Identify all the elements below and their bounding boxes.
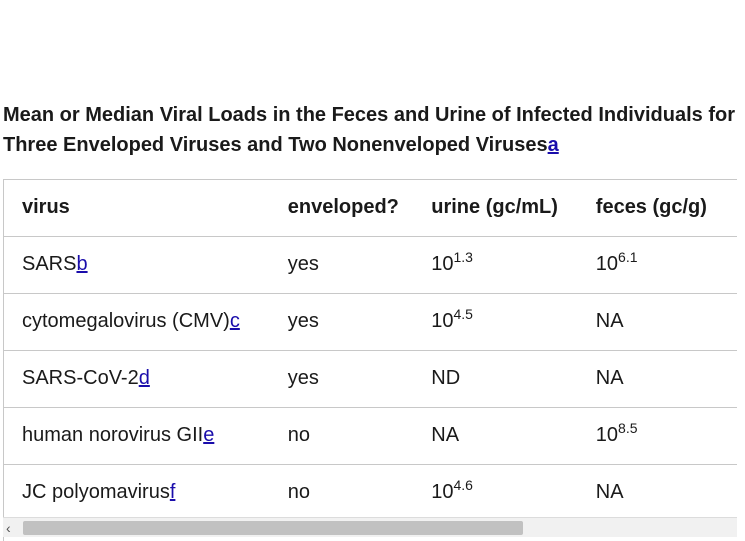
feces-cell: 106.1: [577, 236, 737, 294]
footnote-link-a[interactable]: a: [547, 134, 559, 156]
enveloped-cell: yes: [269, 236, 414, 294]
urine-cell: 104.6: [413, 464, 578, 522]
urine-cell: 101.3: [413, 236, 578, 294]
enveloped-cell: no: [269, 407, 414, 465]
urine-cell: 104.5: [413, 293, 578, 351]
virus-cell: SARS-CoV-2d: [4, 350, 270, 408]
table-row: cytomegalovirus (CMV)c yes 104.5 NA: [4, 293, 737, 351]
table-row: human norovirus GIIe no NA 108.5: [4, 407, 737, 465]
feces-cell: NA: [577, 350, 737, 408]
enveloped-cell: yes: [269, 350, 414, 408]
table-row: SARSb yes 101.3 106.1: [4, 236, 737, 294]
header-virus: virus: [4, 180, 270, 237]
header-urine: urine (gc/mL): [413, 180, 578, 237]
horizontal-scrollbar[interactable]: ‹: [3, 517, 737, 537]
urine-cell: NA: [413, 407, 578, 465]
footnote-link[interactable]: c: [229, 310, 240, 332]
virus-cell: cytomegalovirus (CMV)c: [4, 293, 270, 351]
virus-cell: SARSb: [4, 236, 270, 294]
header-enveloped: enveloped?: [269, 180, 414, 237]
table-container[interactable]: virus enveloped? urine (gc/mL) feces (gc…: [3, 179, 737, 541]
footnote-link[interactable]: f: [169, 481, 176, 503]
scroll-left-arrow-icon[interactable]: ‹: [6, 520, 11, 536]
virus-cell: human norovirus GIIe: [4, 407, 270, 465]
header-feces: feces (gc/g): [577, 180, 737, 237]
table-caption: Mean or Median Viral Loads in the Feces …: [3, 100, 738, 160]
scrollbar-thumb[interactable]: [23, 521, 523, 535]
feces-cell: NA: [577, 293, 737, 351]
header-row: virus enveloped? urine (gc/mL) feces (gc…: [4, 180, 737, 237]
virus-cell: JC polyomavirusf: [4, 464, 270, 522]
footnote-link[interactable]: e: [203, 424, 215, 446]
urine-cell: ND: [413, 350, 578, 408]
table-row: JC polyomavirusf no 104.6 NA: [4, 464, 737, 522]
table-row: SARS-CoV-2d yes ND NA: [4, 350, 737, 408]
footnote-link[interactable]: d: [138, 367, 150, 389]
enveloped-cell: yes: [269, 293, 414, 351]
enveloped-cell: no: [269, 464, 414, 522]
footnote-link[interactable]: b: [76, 253, 88, 275]
feces-cell: NA: [577, 464, 737, 522]
caption-text: Mean or Median Viral Loads in the Feces …: [3, 104, 735, 156]
feces-cell: 108.5: [577, 407, 737, 465]
viral-loads-table: virus enveloped? urine (gc/mL) feces (gc…: [4, 180, 737, 522]
